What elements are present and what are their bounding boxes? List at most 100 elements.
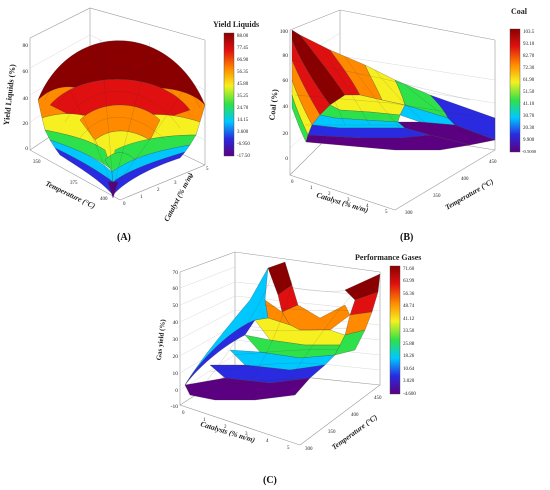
- y-tick: 3: [174, 181, 177, 186]
- colorbar-tick: 10.64: [403, 367, 415, 372]
- x-tick: 4: [266, 439, 269, 444]
- colorbar-tick: 33.50: [403, 329, 415, 334]
- y-tick: 450: [374, 396, 382, 401]
- y-axis-label: Catalyst (% m/m): [162, 171, 195, 223]
- panel-c-mesh: [189, 267, 363, 399]
- x-tick: 2: [224, 425, 227, 430]
- colorbar-tick: -6.950: [237, 142, 250, 147]
- z-tick: 40: [23, 96, 29, 102]
- y-tick: 0: [123, 202, 126, 207]
- z-tick: 20: [173, 354, 179, 360]
- z-tick: 50: [173, 303, 179, 309]
- colorbar-tick: 82.70: [523, 54, 535, 59]
- y-tick: 300: [305, 447, 313, 452]
- colorbar-tick: 72.30: [523, 66, 535, 71]
- panel-caption: (B): [400, 232, 413, 243]
- z-tick: 60: [173, 286, 179, 292]
- panel-b-surface: [291, 29, 496, 151]
- colorbar-tick: 25.88: [403, 342, 415, 347]
- colorbar-tick: 20.30: [523, 126, 535, 131]
- colorbar-tick: 35.25: [237, 94, 249, 99]
- colorbar-tick: 93.10: [523, 42, 535, 47]
- y-tick: 1: [140, 195, 143, 200]
- panel-caption: (A): [117, 232, 131, 243]
- z-tick: 0: [285, 156, 288, 162]
- z-tick: 10: [173, 371, 179, 377]
- panel-b-colorbar-ticks: 103.5 93.10 82.70 72.30 61.90 51.50 41.1…: [522, 30, 537, 154]
- y-tick: 400: [461, 177, 469, 182]
- colorbar-tick: 24.70: [237, 106, 249, 111]
- z-tick: 70: [173, 270, 179, 276]
- panel-b: 0 20 40 60 80 100 Coal (%) 0 1 2 3 4 5 C…: [267, 7, 536, 243]
- colorbar-tick: -0.5000: [522, 149, 537, 154]
- y-tick: 2: [157, 188, 160, 193]
- panel-b-mesh: [291, 34, 491, 141]
- y-tick: 5: [206, 167, 209, 172]
- x-tick: 3: [245, 432, 248, 437]
- x-tick: 5: [385, 210, 388, 215]
- colorbar-tick: 88.00: [237, 34, 249, 39]
- y-tick: 350: [433, 194, 441, 199]
- y-tick: 350: [328, 430, 336, 435]
- z-tick: 80: [23, 43, 29, 49]
- colorbar-tick: 63.99: [403, 279, 415, 284]
- x-tick: 0: [291, 180, 294, 185]
- z-tick: 40: [173, 320, 179, 326]
- x-axis-label: Catalysts (% m/m): [199, 419, 256, 444]
- colorbar-tick: 18.26: [403, 354, 415, 359]
- z-tick: 20: [23, 121, 29, 127]
- colorbar-tick: 71.60: [403, 267, 415, 272]
- z-tick: -10: [171, 404, 179, 410]
- colorbar: [509, 28, 521, 153]
- panel-a-y-ticks: 0 1 2 3 4 5: [123, 167, 209, 207]
- colorbar-tick: 56.35: [237, 70, 249, 75]
- z-tick: 0: [175, 388, 178, 394]
- y-tick: 4: [190, 174, 193, 179]
- y-tick: 400: [351, 413, 359, 418]
- panel-c-colorbar-ticks: 71.60 63.99 56.36 48.74 41.12 33.50 25.8…: [403, 267, 416, 397]
- z-tick: 40: [283, 104, 289, 110]
- y-tick: 300: [405, 211, 413, 216]
- panel-a-colorbar-ticks: 88.00 77.45 66.90 56.35 45.80 35.25 24.7…: [237, 34, 250, 159]
- colorbar-tick: -17.50: [237, 154, 250, 159]
- panel-a-x-ticks: 350 375 400: [33, 160, 108, 202]
- colorbar-tick: 30.70: [523, 114, 535, 119]
- z-tick: 100: [280, 29, 289, 35]
- colorbar-tick: 51.50: [523, 90, 535, 95]
- z-tick: 20: [283, 131, 289, 137]
- colorbar-tick: 61.90: [523, 78, 535, 83]
- colorbar: [389, 265, 401, 395]
- colorbar-tick: 66.90: [237, 58, 249, 63]
- colorbar-tick: 56.36: [403, 292, 415, 297]
- colorbar-tick: 48.74: [403, 304, 415, 309]
- y-axis-label: Temperature (°C): [444, 177, 496, 212]
- y-axis-label: Temperature (°C): [330, 412, 380, 451]
- panel-a-surface: [37, 40, 206, 199]
- z-tick: 60: [23, 69, 29, 75]
- z-axis-label: Coal (%): [267, 88, 279, 120]
- panel-c-z-ticks: -10 0 10 20 30 40 50 60 70: [171, 270, 179, 410]
- colorbar-tick: 9.900: [523, 138, 535, 143]
- z-tick: 80: [283, 53, 289, 59]
- colorbar-tick: 3.020: [403, 379, 415, 384]
- colorbar-tick: 14.15: [237, 118, 249, 123]
- colorbar-tick: 41.12: [403, 317, 415, 322]
- panel-c-y-ticks: 300 350 400 450: [305, 396, 382, 452]
- x-tick: 350: [33, 160, 41, 165]
- x-tick: 2: [328, 192, 331, 197]
- panel-caption: (C): [263, 475, 277, 486]
- colorbar-tick: 103.5: [523, 30, 535, 35]
- colorbar-tick: 77.45: [237, 46, 249, 51]
- z-axis-label: Gas yield (%): [155, 318, 167, 360]
- panel-c-surface: [184, 261, 381, 401]
- z-tick: 30: [173, 337, 179, 343]
- panel-b-y-ticks: 300 350 400 450: [405, 160, 497, 216]
- x-axis-label: Catalyst (% m/m): [315, 190, 370, 214]
- panel-b-z-ticks: 0 20 40 60 80 100: [280, 29, 289, 162]
- x-tick: 375: [70, 181, 78, 186]
- z-tick: 0: [25, 146, 28, 152]
- colorbar-tick: 45.80: [237, 82, 249, 87]
- y-tick: 450: [489, 160, 497, 165]
- panel-b-x-ticks: 0 1 2 3 4 5: [291, 180, 388, 215]
